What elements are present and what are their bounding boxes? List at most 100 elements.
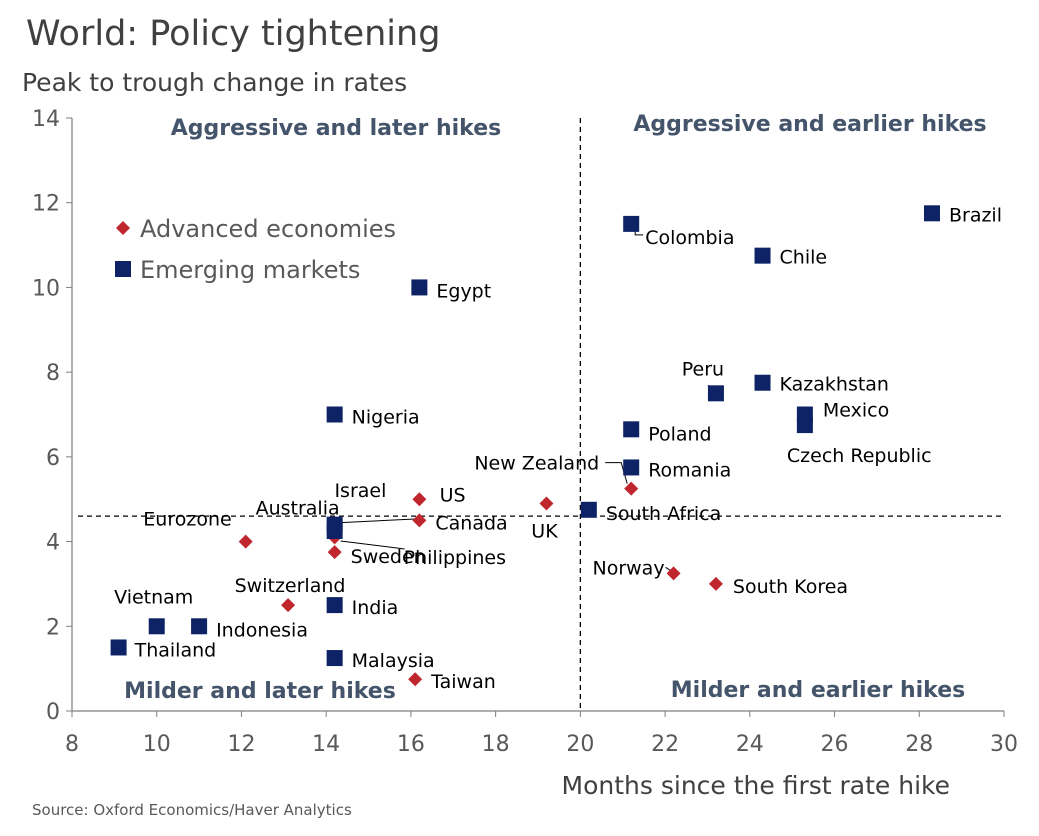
point-label-nigeria: Nigeria: [352, 407, 420, 429]
x-tick-label: 24: [736, 732, 764, 757]
point-south-africa: [580, 501, 597, 518]
point-switzerland: [281, 598, 296, 613]
y-tick-label: 4: [46, 531, 60, 556]
point-label-sweden: Sweden: [351, 546, 426, 568]
point-uk: [539, 496, 554, 511]
x-tick-label: 10: [143, 732, 171, 757]
x-tick-label: 28: [905, 732, 933, 757]
point-label-uk: UK: [531, 520, 558, 542]
y-tick-label: 12: [32, 192, 60, 217]
point-sweden: [327, 545, 342, 560]
point-label-colombia: Colombia: [645, 227, 734, 249]
quadrant-label-top-left: Aggressive and later hikes: [171, 116, 501, 141]
legend: Advanced economies Emerging markets: [115, 215, 396, 284]
y-tick-label: 8: [46, 361, 60, 386]
point-romania: [623, 459, 640, 476]
point-label-new-zealand: New Zealand: [474, 453, 599, 475]
point-label-australia: Australia: [256, 497, 340, 519]
point-label-vietnam: Vietnam: [114, 586, 193, 608]
x-tick-label: 8: [65, 732, 79, 757]
point-label-us: US: [440, 485, 466, 507]
point-label-romania: Romania: [648, 459, 731, 481]
leader-new-zealand: [605, 462, 628, 484]
point-philippines: [326, 522, 343, 539]
point-label-switzerland: Switzerland: [235, 575, 346, 597]
point-colombia: [623, 215, 640, 232]
x-tick-label: 12: [227, 732, 255, 757]
leader-us: [340, 518, 423, 524]
y-tick-label: 0: [46, 700, 60, 725]
quadrant-label-bottom-right: Milder and earlier hikes: [671, 678, 965, 703]
data-points: [110, 205, 940, 687]
point-label-canada: Canada: [435, 512, 507, 534]
point-poland: [623, 421, 640, 438]
point-label-czech-republic: Czech Republic: [787, 445, 932, 467]
point-south-korea: [708, 576, 723, 591]
point-labels: Israel Canada Australia Sweden Eurozone UK New…: [114, 204, 1002, 693]
chart-subtitle: Peak to trough change in rates: [22, 68, 408, 97]
point-indonesia: [191, 618, 208, 635]
y-tick-label: 6: [46, 446, 60, 471]
x-tick-label: 14: [312, 732, 340, 757]
point-czech-republic: [796, 417, 813, 434]
axes: [66, 117, 1005, 717]
point-taiwan: [408, 672, 423, 687]
point-chile: [754, 247, 771, 264]
point-label-philippines: Philippines: [404, 547, 506, 569]
quadrant-labels: Aggressive and later hikes Aggressive an…: [124, 112, 986, 704]
point-kazakhstan: [754, 374, 771, 391]
quadrant-label-bottom-left: Milder and later hikes: [124, 679, 396, 704]
point-label-chile: Chile: [780, 247, 828, 269]
point-label-eurozone: Eurozone: [143, 509, 231, 531]
legend-marker-advanced-economies: [116, 221, 130, 235]
legend-label-emerging-markets: Emerging markets: [140, 256, 360, 284]
y-tick-label: 14: [32, 107, 60, 132]
point-label-south-africa: South Africa: [606, 503, 721, 525]
point-label-malaysia: Malaysia: [352, 650, 435, 672]
reference-lines: [78, 118, 1004, 711]
point-label-brazil: Brazil: [949, 204, 1002, 226]
legend-label-advanced-economies: Advanced economies: [140, 215, 396, 243]
y-tick-label: 2: [46, 615, 60, 640]
x-tick-label: 22: [651, 732, 679, 757]
point-malaysia: [326, 650, 343, 667]
x-tick-label: 20: [566, 732, 594, 757]
point-label-india: India: [352, 597, 399, 619]
point-label-egypt: Egypt: [436, 280, 491, 302]
x-tick-label: 26: [821, 732, 849, 757]
point-label-indonesia: Indonesia: [216, 619, 308, 641]
quadrant-label-top-right: Aggressive and earlier hikes: [633, 112, 986, 137]
point-label-thailand: Thailand: [134, 639, 217, 661]
point-eurozone: [238, 534, 253, 549]
x-axis-title: Months since the first rate hike: [562, 771, 950, 800]
point-label-taiwan: Taiwan: [430, 671, 496, 693]
point-vietnam: [148, 618, 165, 635]
x-tick-label: 18: [482, 732, 510, 757]
x-tick-label: 16: [397, 732, 425, 757]
point-new-zealand: [624, 481, 639, 496]
point-india: [326, 597, 343, 614]
chart-title: World: Policy tightening: [26, 14, 441, 54]
point-thailand: [110, 639, 127, 656]
legend-marker-emerging-markets: [115, 261, 131, 277]
point-nigeria: [326, 406, 343, 423]
source-note: Source: Oxford Economics/Haver Analytics: [32, 801, 352, 819]
x-tick-label: 30: [990, 732, 1018, 757]
point-label-israel: Israel: [334, 480, 386, 502]
point-egypt: [411, 279, 428, 296]
point-israel: [412, 492, 427, 507]
point-label-norway: Norway: [592, 557, 664, 579]
point-peru: [707, 385, 724, 402]
point-label-peru: Peru: [682, 358, 724, 380]
point-label-poland: Poland: [648, 423, 711, 445]
point-label-kazakhstan: Kazakhstan: [780, 374, 889, 396]
point-label-south-korea: South Korea: [733, 576, 848, 598]
point-norway: [666, 566, 681, 581]
leader-philippines: [340, 540, 405, 550]
point-label-mexico: Mexico: [823, 400, 889, 422]
y-tick-label: 10: [32, 276, 60, 301]
point-brazil: [923, 205, 940, 222]
point-canada: [412, 513, 427, 528]
